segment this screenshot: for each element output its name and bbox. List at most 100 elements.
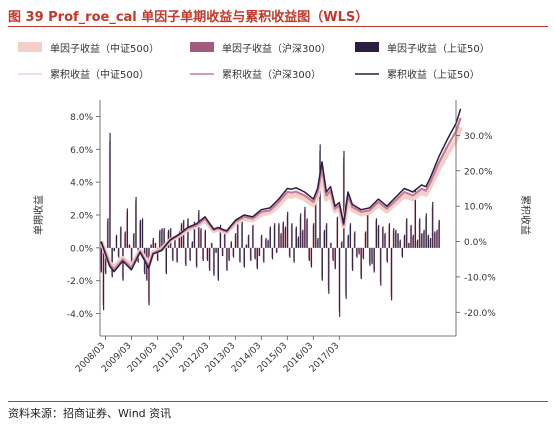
bar-sz50-14 [131,247,133,268]
bar-sz50-140 [404,234,406,248]
bar-sz50-107 [332,247,334,261]
bar-sz50-125 [371,247,373,265]
bar-sz50-152 [430,238,432,248]
bar-sz50-120 [360,247,362,280]
right-tick-label-5: 30.0% [464,132,493,142]
bar-sz50-18 [139,219,142,248]
bar-sz50-63 [237,221,239,248]
left-tick-label-6: 8.0% [70,113,93,123]
left-tick-label-3: 2.0% [70,212,93,222]
bar-sz50-55 [219,224,222,248]
right-tick-label-1: -10.0% [464,273,496,283]
bar-sz50-123 [367,210,369,248]
bar-sz50-39 [185,247,187,266]
bar-sz50-103 [323,229,326,248]
bar-sz50-62 [235,233,237,248]
bar-sz50-29 [163,228,165,248]
bar-sz50-133 [388,223,391,248]
bar-sz50-130 [382,226,384,248]
bar-sz50-15 [133,233,135,248]
bar-sz50-22 [148,247,150,306]
bar-sz50-126 [373,247,375,273]
bar-sz50-36 [178,231,180,248]
bar-sz50-93 [302,229,304,248]
bar-sz50-44 [196,247,198,268]
right-tick-label-3: 10.0% [464,203,493,213]
legend-label-4: 累积收益（沪深300） [222,68,321,81]
bar-sz50-98 [313,223,315,248]
bar-sz50-79 [271,247,274,260]
bar-sz50-91 [297,236,300,248]
cumulative-lines [99,108,463,273]
bar-sz50-70 [252,224,254,248]
bar-sz50-28 [161,228,163,248]
bar-sz50-154 [434,231,436,248]
bar-sz50-41 [189,247,191,261]
legend-label-2: 单因子收益（上证50） [387,42,490,55]
bar-sz50-65 [241,221,243,248]
bar-sz50-25 [154,242,157,248]
bar-sz50-60 [230,241,232,248]
cum-line-sz50 [100,108,462,273]
legend-label-1: 单因子收益（沪深300） [222,42,331,55]
bar-sz50-0 [100,247,103,273]
bar-sz50-86 [287,211,289,248]
bar-sz50-42 [191,241,193,248]
bar-sz50-68 [248,234,250,248]
left-tick-label-5: 6.0% [70,146,93,156]
bar-sz50-33 [172,247,174,261]
bar-sz50-155 [436,229,438,248]
bar-sz50-10 [122,247,124,281]
right-tick-label-2: 0.0% [464,238,487,248]
bar-sz50-147 [419,218,421,248]
bar-sz50-132 [386,247,388,263]
bar-sz50-151 [427,234,430,248]
legend-swatch-2 [355,42,379,52]
bar-sz50-80 [274,223,276,248]
bar-sz50-82 [278,223,280,248]
source-note: 资料来源：招商证券、Wind 资讯 [8,407,172,420]
bar-sz50-23 [150,244,152,248]
bar-sz50-156 [438,219,440,248]
bar-sz50-101 [319,144,321,248]
bar-sz50-146 [417,239,419,248]
bar-sz50-67 [245,244,248,248]
bar-sz50-96 [308,247,310,261]
chart: 单因子收益（中证500） 单因子收益（沪深300） 单因子收益（上证50） 累积收益（… [18,42,532,375]
bar-sz50-119 [358,247,360,255]
bar-sz50-118 [356,247,358,258]
bar-sz50-84 [282,221,284,248]
bar-sz50-129 [380,247,382,286]
bar-sz50-43 [193,221,196,248]
bar-sz50-51 [211,242,213,248]
bar-sz50-46 [200,228,202,248]
bar-sz50-149 [423,229,425,248]
figure-title: 图 39 Prof_roe_cal 单因子单期收益与累积收益图（WLS） [8,10,369,25]
bar-sz50-89 [293,247,295,263]
bar-sz50-52 [213,247,215,276]
bar-sz50-143 [410,224,412,248]
bar-sz50-115 [349,223,352,248]
bar-sz50-59 [228,247,230,261]
bar-sz50-100 [317,238,319,248]
bar-sz50-47 [202,247,204,261]
bar-sz50-105 [328,247,330,294]
bar-sz50-16 [135,196,137,248]
bar-sz50-145 [414,190,417,248]
legend-label-5: 累积收益（上证50） [387,68,480,81]
bar-sz50-83 [280,233,282,248]
bar-sz50-19 [141,218,144,248]
bar-sz50-1 [103,247,105,311]
bar-sz50-124 [369,247,371,266]
bar-sz50-7 [116,234,118,248]
bar-sz50-26 [157,247,159,261]
bar-sz50-50 [209,247,211,271]
bar-sz50-139 [401,247,404,258]
legend-label-3: 累积收益（中证500） [50,68,149,81]
bar-sz50-3 [107,218,109,248]
legend: 单因子收益（中证500） 单因子收益（沪深300） 单因子收益（上证50） 累积收益（… [18,42,490,81]
bar-sz50-85 [284,226,287,248]
left-tick-label-0: -4.0% [67,310,94,320]
bar-sz50-77 [267,239,269,248]
bar-sz50-2 [105,247,107,275]
